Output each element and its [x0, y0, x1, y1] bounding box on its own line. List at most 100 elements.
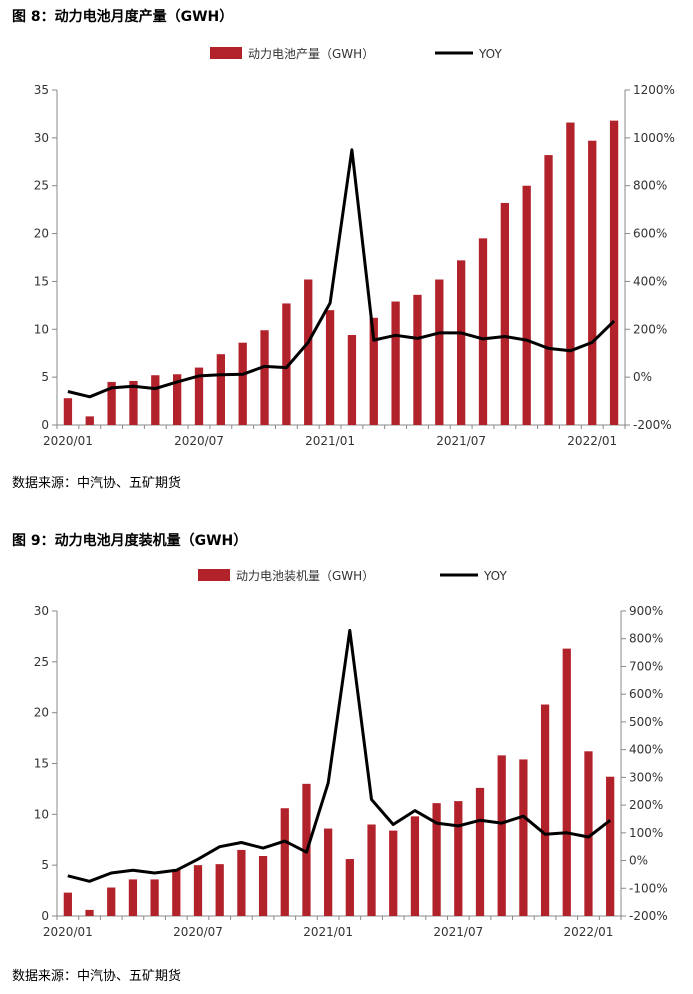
x-tick-label: 2022/01: [567, 434, 617, 448]
yoy-line: [67, 148, 616, 399]
bar: [367, 824, 376, 916]
x-tick-label: 2021/01: [305, 434, 355, 448]
bar: [544, 155, 553, 426]
bar: [410, 816, 420, 916]
figure-9-source: 数据来源：中汽协、五矿期货: [12, 969, 182, 984]
legend-label-bar: 动力电池装机量（GWH）: [236, 569, 374, 583]
left-tick-label: 10: [34, 322, 49, 336]
x-tick-label: 2022/01: [564, 925, 614, 939]
bar: [497, 755, 506, 916]
legend-label-line: YOY: [478, 47, 502, 61]
right-tick-label: 900%: [629, 604, 663, 618]
bar: [391, 301, 400, 425]
bar: [194, 367, 204, 425]
bar: [173, 374, 182, 425]
bar: [606, 776, 615, 916]
bar: [345, 859, 354, 916]
bar: [540, 704, 550, 916]
left-tick-label: 0: [41, 909, 49, 923]
bar: [85, 909, 94, 916]
x-tick-label: 2020/07: [174, 434, 224, 448]
bar: [304, 279, 313, 425]
bar: [500, 202, 509, 425]
bar: [63, 892, 72, 916]
right-tick-label: -200%: [633, 418, 672, 432]
bar: [522, 185, 531, 425]
legend: 动力电池装机量（GWH） YOY: [198, 569, 507, 583]
left-tick-label: 5: [41, 370, 49, 384]
figure-8-source: 数据来源：中汽协、五矿期货: [12, 476, 182, 491]
legend-swatch-bar: [198, 569, 230, 581]
left-tick-label: 0: [41, 418, 49, 432]
right-tick-label: 0%: [629, 854, 648, 868]
bar: [454, 801, 463, 916]
bar: [609, 120, 619, 425]
right-tick-label: 600%: [633, 227, 667, 241]
bar: [432, 803, 441, 916]
bar: [238, 342, 247, 425]
right-tick-label: 100%: [629, 826, 663, 840]
bar: [369, 317, 378, 425]
left-tick-label: 30: [34, 604, 49, 618]
bar: [258, 856, 268, 916]
left-tick-label: 35: [34, 83, 49, 97]
figure-9-title: 图 9：动力电池月度装机量（GWH）: [12, 533, 248, 549]
bar: [389, 830, 398, 916]
right-tick-label: 200%: [633, 322, 667, 336]
yoy-line: [67, 628, 612, 883]
bar: [413, 294, 422, 425]
bar: [63, 398, 73, 425]
bar: [475, 787, 485, 916]
right-tick-label: 800%: [629, 632, 663, 646]
bar: [216, 354, 225, 425]
right-tick-label: 700%: [629, 659, 663, 673]
bar: [237, 849, 246, 916]
left-tick-label: 25: [34, 179, 49, 193]
left-tick-label: 30: [34, 131, 49, 145]
bar: [588, 140, 597, 425]
left-tick-label: 20: [34, 227, 49, 241]
right-tick-label: -100%: [629, 881, 668, 895]
right-tick-label: 600%: [629, 687, 663, 701]
right-tick-label: 200%: [629, 798, 663, 812]
bar: [215, 864, 224, 916]
left-tick-label: 15: [34, 274, 49, 288]
bar: [519, 759, 528, 916]
x-tick-label: 2020/01: [43, 925, 93, 939]
left-tick-label: 5: [41, 858, 49, 872]
bar: [193, 865, 203, 916]
left-tick-label: 10: [34, 807, 49, 821]
right-tick-label: 500%: [629, 715, 663, 729]
legend-label-line: YOY: [483, 569, 507, 583]
right-tick-label: 300%: [629, 770, 663, 784]
right-tick-label: 400%: [629, 743, 663, 757]
bar: [151, 375, 160, 425]
bar: [172, 869, 181, 916]
bar: [566, 122, 575, 426]
legend: 动力电池产量（GWH） YOY: [210, 47, 502, 61]
legend-swatch-bar: [210, 47, 242, 59]
right-tick-label: 0%: [633, 370, 652, 384]
bar: [150, 879, 159, 916]
bar: [128, 879, 138, 916]
bar: [260, 330, 269, 425]
right-tick-label: 1200%: [633, 83, 675, 97]
bar: [435, 279, 444, 425]
bar: [478, 238, 488, 425]
x-tick-label: 2021/07: [436, 434, 486, 448]
bar: [280, 808, 289, 916]
x-tick-label: 2021/07: [433, 925, 483, 939]
x-tick-label: 2020/07: [173, 925, 223, 939]
left-tick-label: 20: [34, 706, 49, 720]
bar: [457, 260, 466, 425]
bar: [107, 381, 116, 425]
right-tick-label: -200%: [629, 909, 668, 923]
bar: [85, 416, 94, 425]
figure-8-chart: 动力电池产量（GWH） YOY 0 5 10 15 20 25 30 35 -200% 0% 200% 4…: [34, 47, 675, 448]
x-tick-label: 2020/01: [43, 434, 93, 448]
left-tick-label: 15: [34, 757, 49, 771]
legend-label-bar: 动力电池产量（GWH）: [248, 47, 374, 61]
right-tick-label: 800%: [633, 179, 667, 193]
bar: [562, 648, 571, 916]
bar: [584, 751, 593, 916]
